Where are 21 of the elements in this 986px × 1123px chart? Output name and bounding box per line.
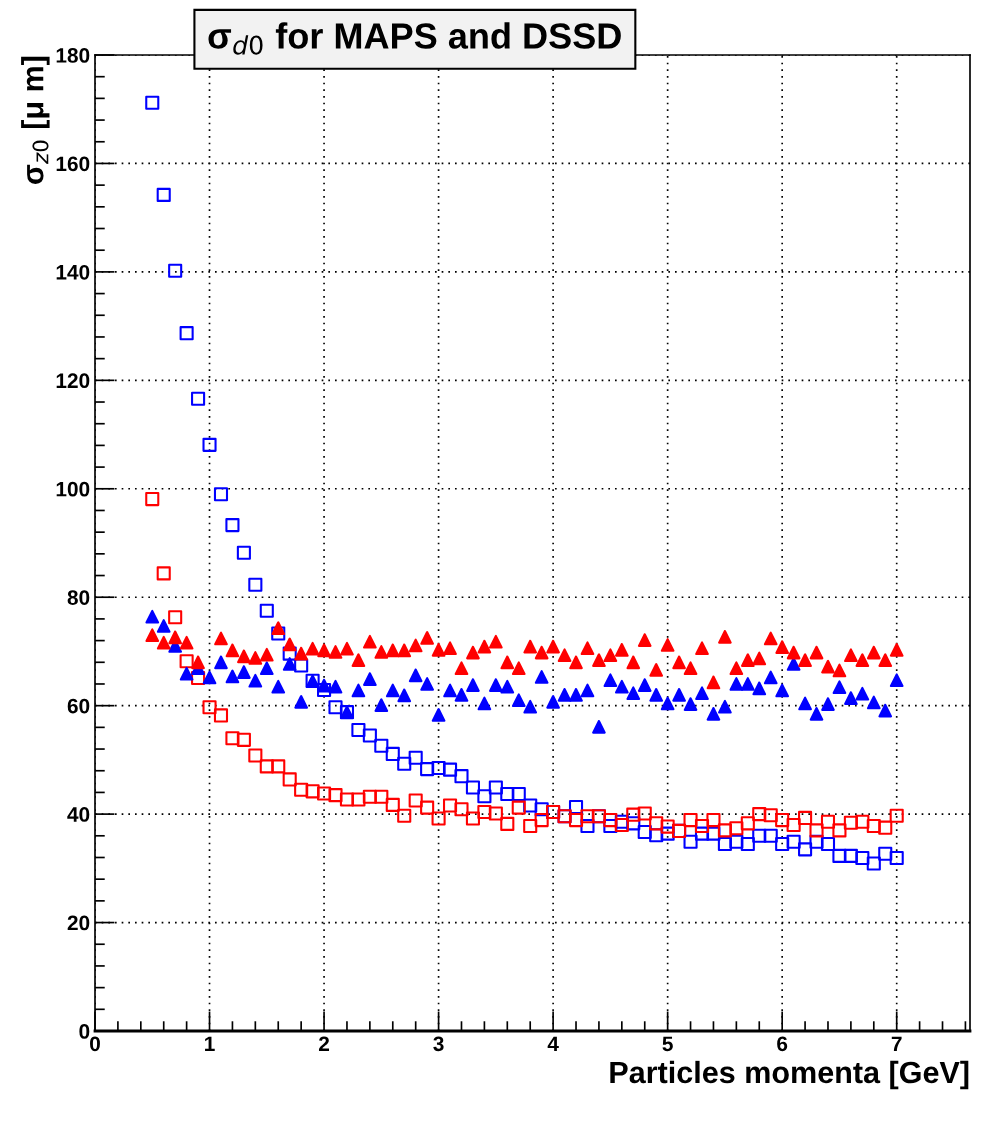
y-tick-label: 160 xyxy=(56,156,90,172)
x-tick-label: 6 xyxy=(777,1036,788,1052)
y-tick-label: 140 xyxy=(56,264,90,280)
x-tick-label: 3 xyxy=(433,1036,444,1052)
x-tick-label: 0 xyxy=(90,1036,100,1052)
x-tick-label: 1 xyxy=(205,1036,215,1051)
y-tick-label: 180 xyxy=(56,48,90,63)
y-tick-label: 80 xyxy=(67,590,90,605)
x-tick-label: 7 xyxy=(891,1036,902,1051)
y-tick-label: 120 xyxy=(56,373,90,389)
x-tick-label: 2 xyxy=(318,1036,330,1051)
y-tick-label: 60 xyxy=(67,698,90,714)
y-tick-label: 100 xyxy=(56,481,90,497)
y-axis-title: σ$_{z0}$ [μ m] xyxy=(21,56,50,184)
x-tick-label: 4 xyxy=(547,1036,559,1051)
chart-title: σ$_{d0}$ for MAPS and DSSD xyxy=(208,22,621,55)
x-axis-title: Particles momenta [GeV] xyxy=(610,1060,969,1090)
x-tick-label: 5 xyxy=(662,1036,673,1052)
y-tick-label: 20 xyxy=(67,915,90,931)
y-tick-label: 40 xyxy=(67,807,90,822)
y-tick-label: 0 xyxy=(79,1024,90,1039)
